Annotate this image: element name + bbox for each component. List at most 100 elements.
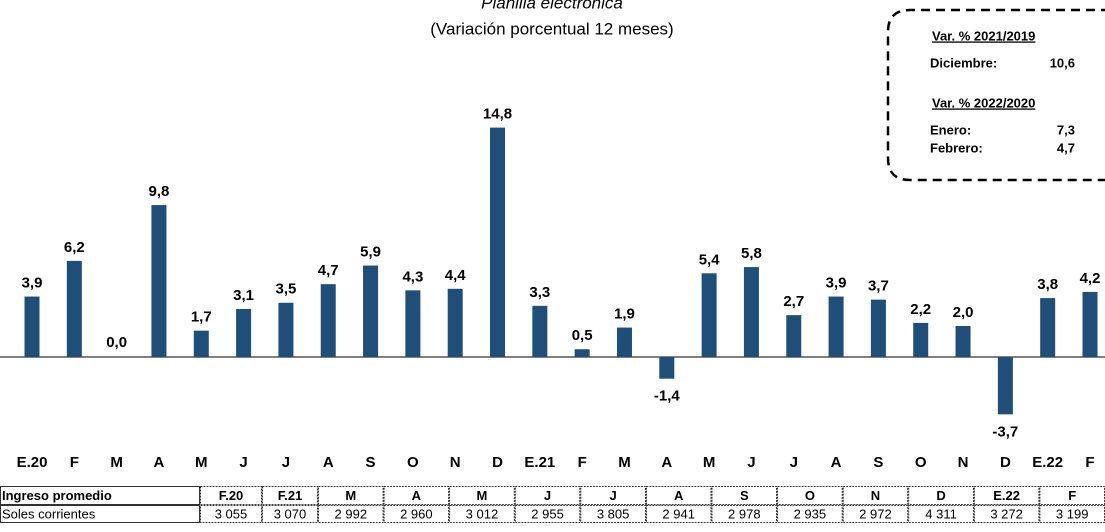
value-label: 6,2 — [64, 239, 85, 256]
table-cell — [0, 486, 200, 505]
bar — [532, 305, 548, 357]
bar — [616, 327, 632, 357]
table-header: E.22 — [993, 488, 1020, 503]
x-tick-label: A — [154, 454, 165, 471]
x-tick-label: D — [1000, 454, 1011, 471]
table-header: J — [544, 488, 551, 503]
table-cell — [514, 486, 581, 505]
x-tick-label: D — [492, 454, 503, 471]
table-cell — [200, 486, 262, 505]
bar — [405, 290, 421, 357]
table-value: 3 012 — [466, 506, 499, 521]
x-tick-label: S — [366, 454, 376, 471]
table-value: 3 805 — [597, 506, 630, 521]
table-header: F.20 — [219, 488, 244, 503]
bar — [66, 260, 82, 357]
table-cell — [908, 486, 974, 505]
chart-title: Planilla electrónica — [481, 0, 623, 12]
x-tick-label: N — [450, 454, 461, 471]
table-header: M — [345, 488, 356, 503]
bar — [574, 349, 590, 357]
x-tick-label: E.21 — [524, 454, 555, 471]
table-header: F.21 — [278, 488, 303, 503]
table-cell — [842, 505, 909, 523]
table-value: 2 955 — [531, 506, 564, 521]
value-label: -3,7 — [992, 423, 1018, 440]
value-label: 3,5 — [275, 281, 296, 298]
x-tick-label: M — [703, 454, 716, 471]
value-label: 3,8 — [1037, 276, 1058, 293]
value-label: 3,9 — [22, 275, 43, 292]
x-tick-label: J — [790, 454, 798, 471]
table-cell — [0, 505, 200, 523]
box-value: 4,7 — [1057, 140, 1075, 155]
table-value: 2 972 — [859, 506, 892, 521]
table-cell — [318, 505, 384, 523]
table-value: 4 311 — [925, 506, 957, 521]
x-tick-label: E.20 — [17, 454, 48, 471]
value-label: 4,2 — [1080, 270, 1101, 287]
bar — [828, 296, 844, 357]
value-label: 3,7 — [868, 278, 889, 295]
table-cell — [646, 505, 712, 523]
value-label: 4,7 — [318, 262, 339, 279]
bar — [955, 326, 971, 357]
table-value: 2 935 — [794, 506, 827, 521]
bar — [913, 322, 929, 357]
table-header: A — [674, 488, 684, 503]
box-label: Diciembre: — [930, 55, 997, 70]
x-tick-label: S — [873, 454, 883, 471]
table-cell — [449, 505, 515, 523]
chart-subtitle: (Variación porcentual 12 meses) — [430, 19, 673, 38]
bar — [1082, 291, 1098, 357]
value-label: 9,8 — [149, 183, 170, 200]
table-value: 2 992 — [335, 506, 368, 521]
table-cell — [200, 505, 262, 523]
table-cell — [449, 486, 515, 505]
table-cell — [580, 505, 646, 523]
value-label: 5,8 — [741, 245, 762, 262]
value-label: 3,1 — [233, 287, 254, 304]
value-label: 5,4 — [699, 251, 721, 268]
table-value: 3 055 — [215, 506, 248, 521]
x-tick-label: A — [323, 454, 334, 471]
x-tick-label: F — [578, 454, 587, 471]
table-header: F — [1068, 488, 1076, 503]
x-tick-label: M — [195, 454, 208, 471]
table-value: 3 070 — [274, 506, 307, 521]
box-heading: Var. % 2021/2019 — [932, 28, 1035, 43]
table-cell — [262, 505, 318, 523]
x-tick-label: O — [915, 454, 927, 471]
table-cell — [646, 486, 712, 505]
box-value: 7,3 — [1057, 122, 1075, 137]
x-tick-label: F — [70, 454, 79, 471]
value-label: 1,7 — [191, 309, 212, 326]
value-label: 4,3 — [402, 268, 423, 285]
table-cell — [711, 486, 777, 505]
bar — [447, 288, 463, 357]
bar — [193, 330, 209, 357]
box-label: Febrero: — [930, 140, 983, 155]
table-cell — [777, 505, 843, 523]
x-tick-label: F — [1085, 454, 1094, 471]
box-label: Enero: — [930, 122, 971, 137]
value-label: 2,0 — [953, 304, 974, 321]
bar — [870, 299, 886, 357]
bar — [363, 265, 379, 357]
table-cell — [973, 486, 1040, 505]
x-tick-label: E.22 — [1032, 454, 1063, 471]
table-cell — [908, 505, 974, 523]
x-tick-label: A — [831, 454, 842, 471]
table-header: D — [936, 488, 945, 503]
table-cell — [711, 505, 777, 523]
table-header: S — [740, 488, 749, 503]
table-cell — [580, 486, 646, 505]
table-value: 2 960 — [400, 506, 433, 521]
table-header: N — [871, 488, 880, 503]
x-tick-label: A — [661, 454, 672, 471]
bar — [1040, 298, 1056, 357]
table-cell — [262, 486, 318, 505]
value-label: 3,9 — [826, 275, 847, 292]
table-header: M — [477, 488, 488, 503]
